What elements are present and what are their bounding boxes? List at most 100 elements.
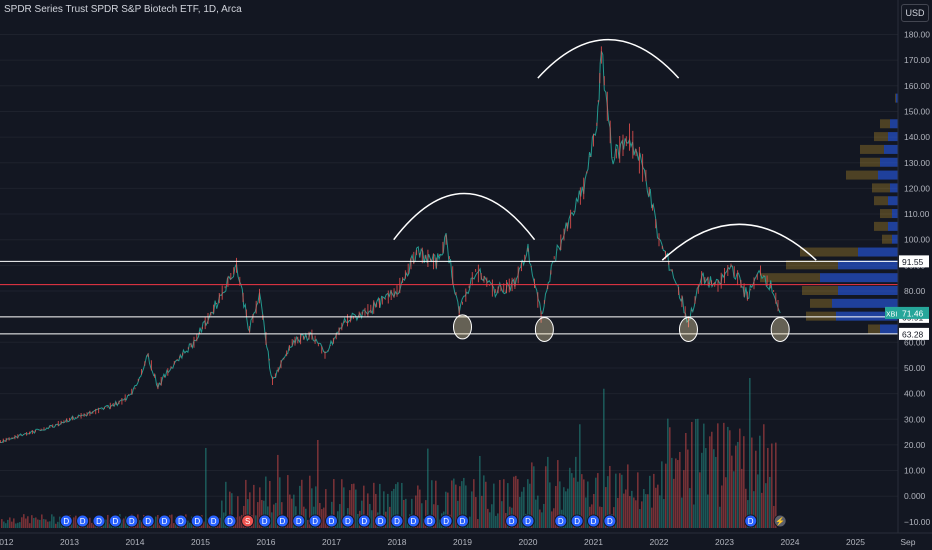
volume-bar bbox=[59, 516, 61, 528]
volume-bar bbox=[657, 484, 659, 528]
volume-bar bbox=[633, 497, 635, 528]
price-label-box bbox=[899, 327, 929, 340]
volume-bar bbox=[563, 487, 565, 528]
volume-bar bbox=[41, 514, 43, 528]
volume-profile-up bbox=[892, 209, 898, 219]
y-tick-label: 150.00 bbox=[904, 106, 930, 116]
volume-bar bbox=[593, 493, 595, 528]
volume-bar bbox=[643, 489, 645, 528]
volume-bar bbox=[29, 523, 31, 528]
volume-bar bbox=[579, 424, 581, 528]
volume-profile-down bbox=[810, 298, 832, 308]
x-tick-label: 2025 bbox=[846, 537, 865, 547]
volume-bar bbox=[435, 480, 437, 528]
volume-bar bbox=[649, 475, 651, 528]
volume-bar bbox=[229, 491, 231, 528]
event-marker bbox=[141, 514, 155, 528]
event-marker bbox=[190, 514, 204, 528]
volume-bar bbox=[775, 442, 777, 528]
volume-bar bbox=[747, 500, 749, 528]
volume-bar bbox=[689, 488, 691, 528]
event-marker bbox=[223, 514, 237, 528]
event-marker bbox=[207, 514, 221, 528]
volume-bar bbox=[261, 500, 263, 528]
y-tick-label: 110.00 bbox=[904, 209, 930, 219]
volume-bar bbox=[187, 520, 189, 528]
volume-bar bbox=[477, 519, 479, 528]
volume-bar bbox=[703, 423, 705, 528]
event-marker-label: D bbox=[194, 517, 200, 526]
volume-bar bbox=[585, 497, 587, 528]
x-tick-label: Sep bbox=[900, 537, 915, 547]
volume-bar bbox=[351, 484, 353, 528]
volume-bar bbox=[653, 473, 655, 528]
volume-bar bbox=[353, 483, 355, 528]
volume-profile-up bbox=[890, 183, 898, 193]
volume-bar bbox=[373, 482, 375, 528]
volume-bar bbox=[307, 519, 309, 528]
volume-bar bbox=[619, 473, 621, 528]
volume-bar bbox=[121, 519, 123, 528]
x-tick-label: 2024 bbox=[781, 537, 800, 547]
volume-bar bbox=[19, 522, 21, 528]
volume-bar bbox=[57, 521, 59, 528]
arc-drawing bbox=[537, 38, 680, 79]
y-tick-label: 140.00 bbox=[904, 132, 930, 142]
volume-bar bbox=[3, 521, 5, 528]
event-marker bbox=[390, 514, 404, 528]
volume-profile-down bbox=[760, 273, 820, 283]
volume-bar bbox=[597, 473, 599, 528]
volume-bar bbox=[401, 482, 403, 528]
x-tick-label: 2022 bbox=[650, 537, 669, 547]
event-marker-label: D bbox=[296, 517, 302, 526]
volume-profile-down bbox=[846, 170, 878, 180]
volume-bar bbox=[39, 519, 41, 528]
volume-bar bbox=[677, 460, 679, 528]
volume-bar bbox=[487, 508, 489, 528]
volume-bar bbox=[607, 476, 609, 528]
volume-bar bbox=[773, 505, 775, 528]
x-tick-label: 2019 bbox=[453, 537, 472, 547]
volume-bar bbox=[691, 421, 693, 528]
volume-bar bbox=[289, 494, 291, 528]
volume-bar bbox=[405, 498, 407, 528]
volume-bar bbox=[573, 477, 575, 528]
volume-bar bbox=[631, 490, 633, 528]
volume-bar bbox=[157, 514, 159, 528]
volume-bar bbox=[425, 500, 427, 528]
last-price-label: 71.46 bbox=[902, 308, 924, 318]
event-marker-label: D bbox=[410, 517, 416, 526]
volume-bar bbox=[513, 476, 515, 528]
volume-bar bbox=[469, 516, 471, 528]
event-marker bbox=[374, 514, 388, 528]
circle-marker bbox=[678, 316, 698, 342]
volume-bar bbox=[679, 451, 681, 528]
price-label: 63.28 bbox=[902, 329, 924, 339]
volume-profile-up bbox=[880, 324, 898, 334]
volume-profile-down bbox=[880, 209, 892, 219]
volume-bar bbox=[635, 500, 637, 528]
volume-bar bbox=[439, 519, 441, 528]
volume-bar bbox=[455, 484, 457, 528]
volume-bar bbox=[709, 436, 711, 528]
volume-bar bbox=[615, 473, 617, 528]
volume-bar bbox=[533, 466, 535, 528]
symbol-label: XBI bbox=[886, 311, 897, 318]
volume-bar bbox=[521, 491, 523, 528]
volume-bar bbox=[661, 461, 663, 528]
volume-bar bbox=[587, 481, 589, 528]
volume-bar bbox=[55, 523, 57, 528]
volume-bar bbox=[15, 523, 17, 528]
volume-bar bbox=[755, 450, 757, 528]
event-marker-label: D bbox=[394, 517, 400, 526]
x-tick-label: 2023 bbox=[715, 537, 734, 547]
currency-button[interactable]: USD bbox=[901, 4, 929, 22]
volume-bar bbox=[411, 498, 413, 528]
event-marker-label: D bbox=[427, 517, 433, 526]
volume-bar bbox=[645, 494, 647, 528]
volume-bar bbox=[321, 509, 323, 528]
volume-bar bbox=[741, 468, 743, 528]
volume-bar bbox=[493, 483, 495, 528]
volume-bar bbox=[685, 433, 687, 528]
